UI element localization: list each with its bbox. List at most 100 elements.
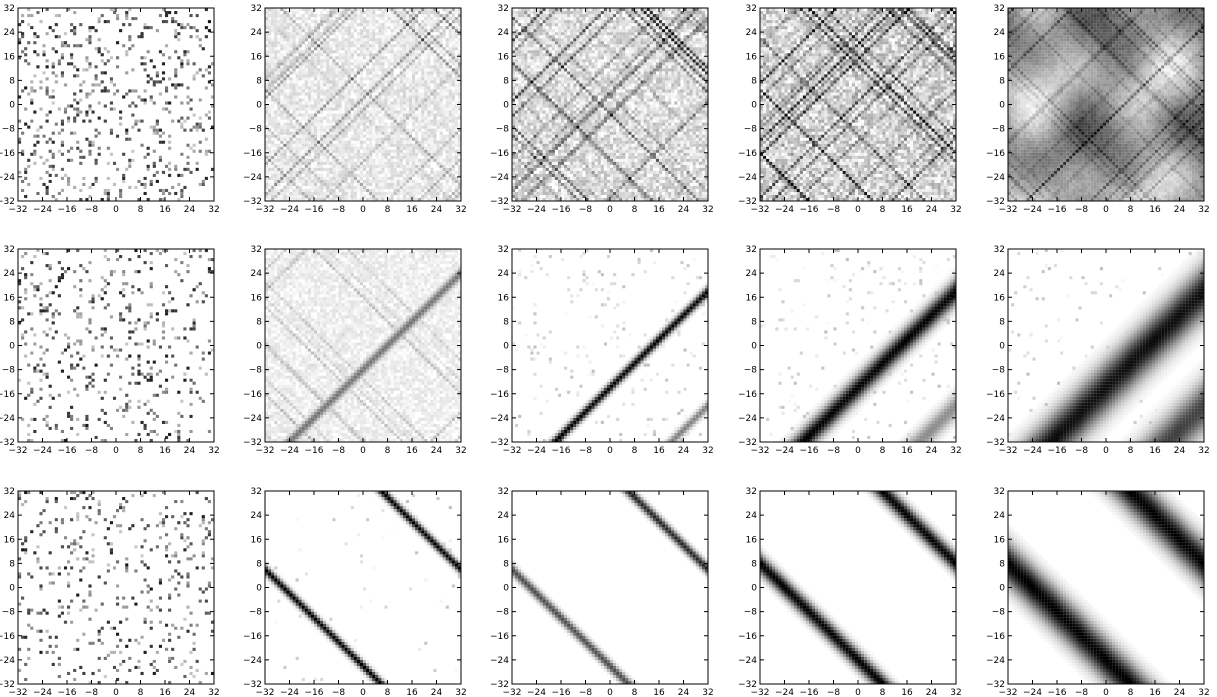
y-tick-label: −8 xyxy=(2,608,16,618)
y-tick-label: 0 xyxy=(256,101,262,111)
y-tick-label: 24 xyxy=(4,269,16,279)
y-tick-label: −8 xyxy=(496,125,510,135)
x-tick-label: 32 xyxy=(702,688,713,697)
y-tick-label: −16 xyxy=(738,632,757,642)
y-tick-label: −8 xyxy=(744,608,758,618)
x-tick-label: −32 xyxy=(9,688,28,697)
y-tick-label: 8 xyxy=(9,76,15,86)
x-tick-label: 16 xyxy=(653,205,665,215)
y-tick-label: −24 xyxy=(986,656,1005,666)
y-tick-label: 32 xyxy=(4,487,15,497)
y-tick-label: 0 xyxy=(751,342,757,352)
x-tick-label: −8 xyxy=(1075,688,1089,697)
y-tick-label: −32 xyxy=(0,197,15,207)
y-tick-label: 16 xyxy=(498,535,510,545)
x-tick-label: −24 xyxy=(33,446,52,456)
x-tick-label: −24 xyxy=(33,688,52,697)
x-tick-label: −32 xyxy=(256,446,275,456)
y-tick-label: 24 xyxy=(994,28,1006,38)
y-tick-label: 24 xyxy=(746,511,758,521)
x-tick-label: 8 xyxy=(632,205,638,215)
x-tick-label: 0 xyxy=(855,688,861,697)
y-tick-label: −8 xyxy=(992,366,1006,376)
x-tick-label: 8 xyxy=(138,446,144,456)
y-tick-label: 16 xyxy=(498,52,510,62)
y-tick-label: −32 xyxy=(986,438,1005,448)
x-tick-label: −32 xyxy=(256,688,275,697)
x-tick-label: 24 xyxy=(926,205,938,215)
y-tick-label: 24 xyxy=(994,511,1006,521)
x-tick-label: 24 xyxy=(1174,446,1186,456)
y-tick-label: 16 xyxy=(746,52,758,62)
y-tick-label: −24 xyxy=(738,656,757,666)
y-tick-label: 8 xyxy=(256,559,262,569)
x-tick-label: 16 xyxy=(901,688,913,697)
y-tick-label: −24 xyxy=(490,414,509,424)
y-tick-label: −32 xyxy=(738,197,757,207)
y-tick-label: −32 xyxy=(986,197,1005,207)
x-tick-label: 24 xyxy=(678,446,690,456)
y-tick-label: 32 xyxy=(746,245,757,255)
y-tick-label: 16 xyxy=(498,293,510,303)
x-tick-label: 0 xyxy=(360,205,366,215)
y-tick-label: −8 xyxy=(744,366,758,376)
y-tick-label: −32 xyxy=(738,680,757,690)
y-tick-label: 24 xyxy=(498,28,510,38)
y-tick-label: 24 xyxy=(498,511,510,521)
y-tick-label: 32 xyxy=(498,4,509,14)
x-tick-label: 16 xyxy=(1149,688,1161,697)
x-tick-label: 16 xyxy=(901,205,913,215)
heatmap-cells xyxy=(512,491,709,685)
y-tick-label: −24 xyxy=(243,414,262,424)
y-tick-label: 16 xyxy=(4,52,16,62)
y-tick-label: −16 xyxy=(0,149,15,159)
x-tick-label: −32 xyxy=(503,688,522,697)
y-tick-label: 16 xyxy=(994,52,1006,62)
y-tick-label: −24 xyxy=(243,173,262,183)
y-tick-label: −32 xyxy=(243,680,262,690)
x-tick-label: 24 xyxy=(1174,688,1186,697)
y-tick-label: 8 xyxy=(999,76,1005,86)
x-tick-label: 8 xyxy=(385,205,391,215)
x-tick-label: −24 xyxy=(280,446,299,456)
x-tick-label: 32 xyxy=(702,446,713,456)
y-tick-label: −24 xyxy=(986,414,1005,424)
y-tick-label: 16 xyxy=(4,293,16,303)
y-tick-label: 0 xyxy=(751,584,757,594)
heatmap-cells xyxy=(760,249,957,443)
panel-frame xyxy=(17,248,215,443)
x-tick-label: 8 xyxy=(1128,446,1134,456)
y-tick-label: −16 xyxy=(0,632,15,642)
y-tick-label: −16 xyxy=(490,632,509,642)
y-tick-label: −8 xyxy=(249,608,263,618)
x-tick-label: −32 xyxy=(751,446,770,456)
heatmap-cells xyxy=(760,491,957,685)
y-tick-label: 0 xyxy=(503,584,509,594)
heatmap-panel-r2-c1: −32 −24 −16 −8 0 8 16 24 32 −32 −24 −16 −8 0 8 16 24 32 xyxy=(243,487,467,697)
x-tick-label: 16 xyxy=(406,205,418,215)
y-tick-label: 16 xyxy=(251,293,263,303)
y-tick-label: −24 xyxy=(738,173,757,183)
y-tick-label: −16 xyxy=(986,149,1005,159)
x-tick-label: 16 xyxy=(1149,446,1161,456)
x-tick-label: −24 xyxy=(527,446,546,456)
heatmap-cells xyxy=(265,491,462,685)
y-tick-label: 32 xyxy=(498,487,509,497)
y-tick-label: 0 xyxy=(503,101,509,111)
x-tick-label: 8 xyxy=(1128,205,1134,215)
y-tick-label: 8 xyxy=(751,76,757,86)
y-tick-label: −32 xyxy=(0,680,15,690)
x-tick-label: −8 xyxy=(332,446,346,456)
x-tick-label: 32 xyxy=(950,688,961,697)
x-tick-label: 8 xyxy=(880,446,886,456)
heatmap-panel-r0-c0: −32 −24 −16 −8 0 8 16 24 32 −32 −24 −16 −8 0 8 16 24 32 xyxy=(0,4,220,215)
x-tick-label: 24 xyxy=(431,205,443,215)
x-tick-label: −8 xyxy=(1075,446,1089,456)
y-tick-label: 16 xyxy=(251,52,263,62)
y-tick-label: −32 xyxy=(490,680,509,690)
x-tick-label: 32 xyxy=(208,446,219,456)
heatmap-cells xyxy=(512,8,709,202)
y-tick-label: 32 xyxy=(4,245,15,255)
y-tick-label: 24 xyxy=(251,28,263,38)
y-tick-label: 32 xyxy=(251,487,262,497)
